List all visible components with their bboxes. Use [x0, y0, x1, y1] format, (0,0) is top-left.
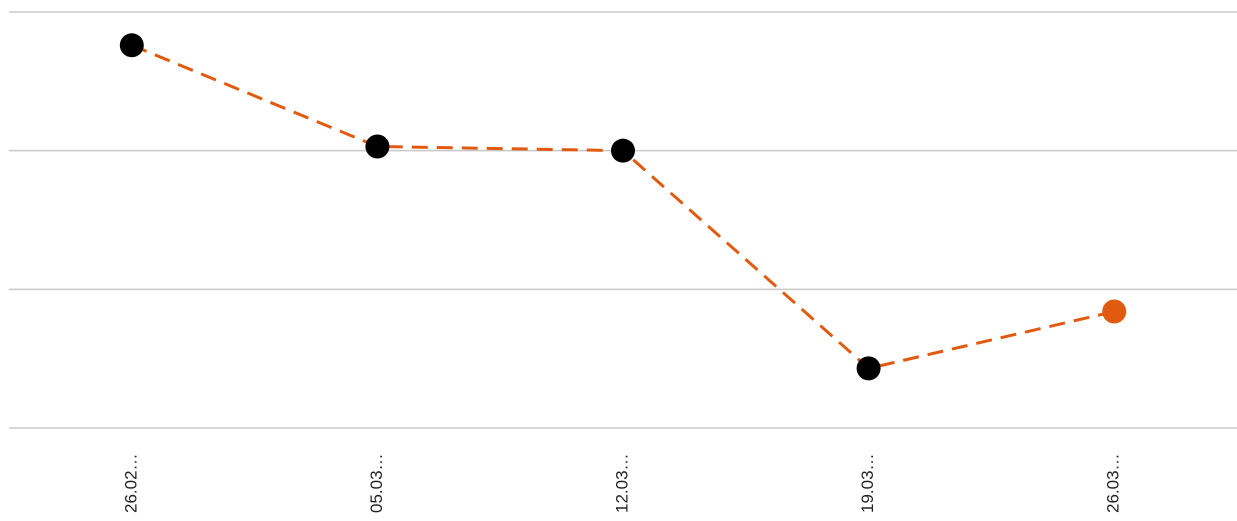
x-tick-label: 12.03…	[612, 453, 631, 513]
point	[119, 33, 144, 58]
point	[611, 138, 635, 163]
x-tick-label: 26.02…	[121, 453, 140, 513]
point	[365, 134, 390, 159]
x-tick-label: 05.03…	[367, 453, 386, 513]
point	[856, 356, 881, 381]
x-tick-label: 19.03…	[858, 453, 877, 513]
point	[1102, 299, 1127, 324]
x-tick-label: 26.03…	[1104, 453, 1123, 513]
line	[131, 43, 1115, 371]
